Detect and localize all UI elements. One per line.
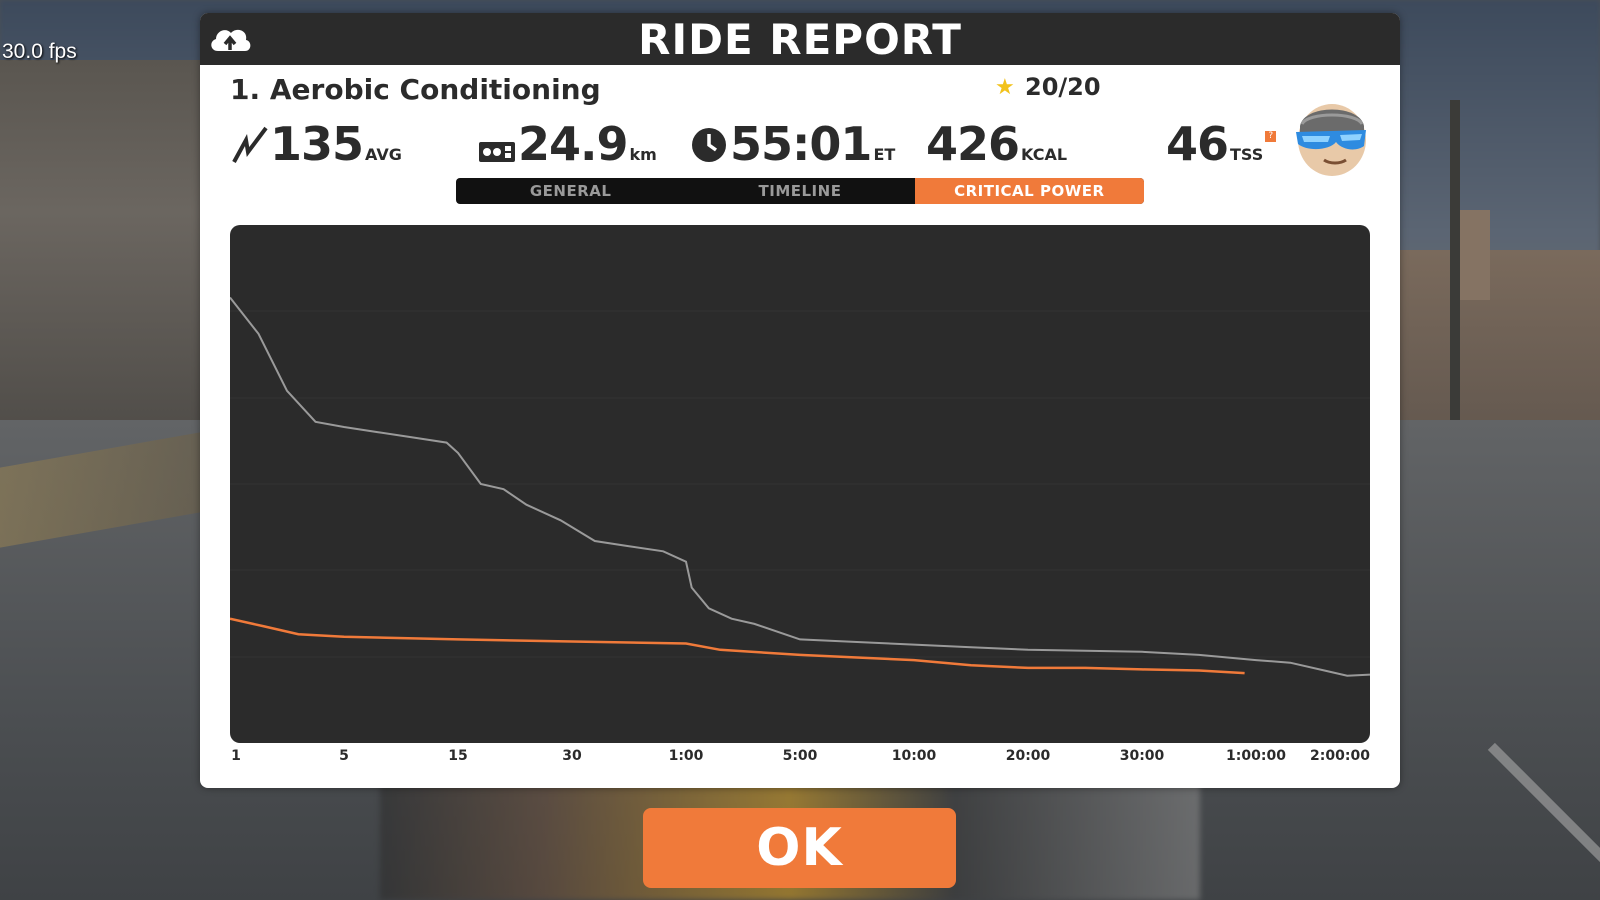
odometer-icon (479, 142, 515, 162)
avg-power-unit: AVG (365, 145, 402, 164)
series-line-gray (230, 296, 1370, 677)
x-tick-label: 20:00 (1005, 748, 1051, 764)
x-axis-ticks: 1 5 15 30 1:00 5:00 10:00 20:00 30:00 1:00:00 2:00… (230, 748, 1380, 768)
stat-avg-power: 135 AVG (232, 117, 402, 171)
calories-value: 426 (926, 117, 1020, 171)
ride-report-panel: RIDE REPORT 1. Aerobic Conditioning ★ 20… (200, 13, 1400, 788)
x-tick-label: 5:00 (782, 748, 818, 764)
x-tick-label: 1:00:00 (1226, 748, 1286, 764)
page-title: RIDE REPORT (638, 15, 962, 64)
x-tick-label: 30 (562, 748, 582, 764)
avatar[interactable] (1290, 98, 1372, 178)
distance-value: 24.9 (518, 117, 628, 171)
workout-name: 1. Aerobic Conditioning (230, 73, 601, 106)
stat-elapsed-time: 55:01 ET (690, 117, 895, 171)
avg-power-value: 135 (270, 117, 364, 171)
chart-plot-area (230, 296, 1370, 677)
stars-count: 20/20 (1025, 73, 1101, 101)
stat-tss: 46 TSS? (1166, 117, 1277, 171)
elapsed-time-unit: ET (873, 145, 896, 164)
x-tick-label: 15 (448, 748, 468, 764)
tab-general[interactable]: GENERAL (529, 182, 612, 200)
clock-icon (692, 128, 726, 162)
tss-value: 46 (1166, 117, 1229, 171)
tab-critical-power[interactable]: CRITICAL POWER (914, 178, 1144, 204)
x-tick-label: 5 (339, 748, 349, 764)
star-icon: ★ (995, 75, 1015, 100)
x-tick-label: 30:00 (1119, 748, 1165, 764)
panel-header: RIDE REPORT (200, 13, 1400, 65)
x-tick-label: 10:00 (891, 748, 937, 764)
calories-unit: KCAL (1021, 145, 1068, 164)
distance-unit: km (629, 145, 657, 164)
x-tick-label: 1:00 (668, 748, 704, 764)
x-tick-label: 1 (231, 748, 241, 764)
tss-unit: TSS (1230, 145, 1264, 164)
help-icon[interactable]: ? (1265, 131, 1277, 142)
fps-counter: 30.0 fps (2, 40, 77, 63)
critical-power-chart (230, 225, 1370, 743)
x-tick-label: 2:00:00 (1310, 748, 1370, 764)
stat-distance: 24.9 km (478, 117, 657, 171)
tab-timeline[interactable]: TIMELINE (758, 182, 842, 200)
report-tabs: GENERAL TIMELINE CRITICAL POWER (456, 178, 1144, 204)
stat-calories: 426 KCAL (926, 117, 1067, 171)
ok-button[interactable]: OK (643, 808, 956, 888)
series-line-orange (230, 617, 1245, 675)
cloud-upload-icon[interactable] (206, 21, 254, 57)
elapsed-time-value: 55:01 (730, 117, 872, 171)
power-bolt-icon (232, 126, 268, 163)
